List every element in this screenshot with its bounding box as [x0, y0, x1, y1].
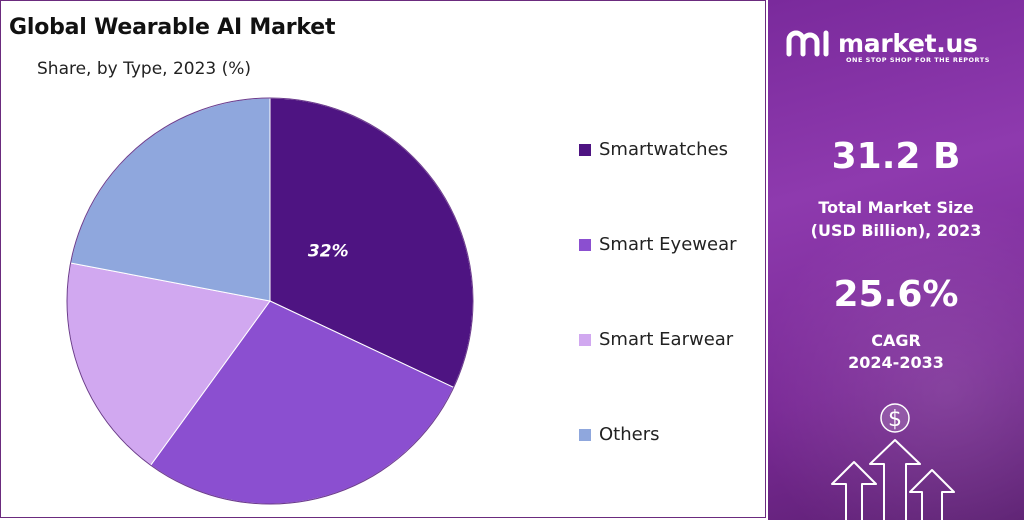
brand-tagline: ONE STOP SHOP FOR THE REPORTS — [846, 56, 990, 64]
legend-swatch-smart-eyewear — [579, 238, 591, 251]
legend-item-smart-eyewear: Smart Eyewear — [579, 234, 737, 255]
legend-item-smart-earwear: Smart Earwear — [579, 329, 733, 350]
chart-subtitle: Share, by Type, 2023 (%) — [37, 59, 252, 79]
legend-label-smartwatches: Smartwatches — [599, 139, 729, 160]
cagr-label-line1: CAGR — [871, 331, 921, 350]
pie-outline — [66, 97, 474, 505]
cagr-label-line2: 2024-2033 — [848, 353, 944, 372]
brand-name: market.us — [838, 28, 978, 58]
market-size-label-line2: (USD Billion), 2023 — [810, 221, 982, 240]
market-size-label-line1: Total Market Size — [818, 198, 974, 217]
legend-swatch-smartwatches — [579, 143, 591, 156]
market-size-value: 31.2 B — [831, 136, 961, 177]
chart-title: Global Wearable AI Market — [9, 15, 336, 40]
brand-logo: market.us — [786, 28, 978, 58]
dollar-symbol: $ — [888, 407, 902, 432]
legend-label-smart-eyewear: Smart Eyewear — [599, 234, 737, 255]
legend-swatch-smart-earwear — [579, 333, 591, 346]
legend-label-smart-earwear: Smart Earwear — [599, 329, 734, 350]
pie-chart: 32% — [66, 97, 474, 505]
chart-panel: Global Wearable AI Market Share, by Type… — [0, 0, 766, 518]
cagr-value: 25.6% — [833, 274, 959, 315]
coin-icon — [880, 403, 910, 433]
stats-panel: market.us ONE STOP SHOP FOR THE REPORTS … — [768, 0, 1024, 520]
legend-item-smartwatches: Smartwatches — [579, 139, 728, 160]
legend-label-others: Others — [599, 424, 660, 445]
growth-arrows-icon: $ — [831, 403, 955, 520]
data-label-smartwatches: 32% — [308, 242, 349, 262]
market-us-logo-icon — [786, 30, 829, 57]
legend-item-others: Others — [579, 424, 660, 445]
legend-swatch-others — [579, 428, 591, 441]
